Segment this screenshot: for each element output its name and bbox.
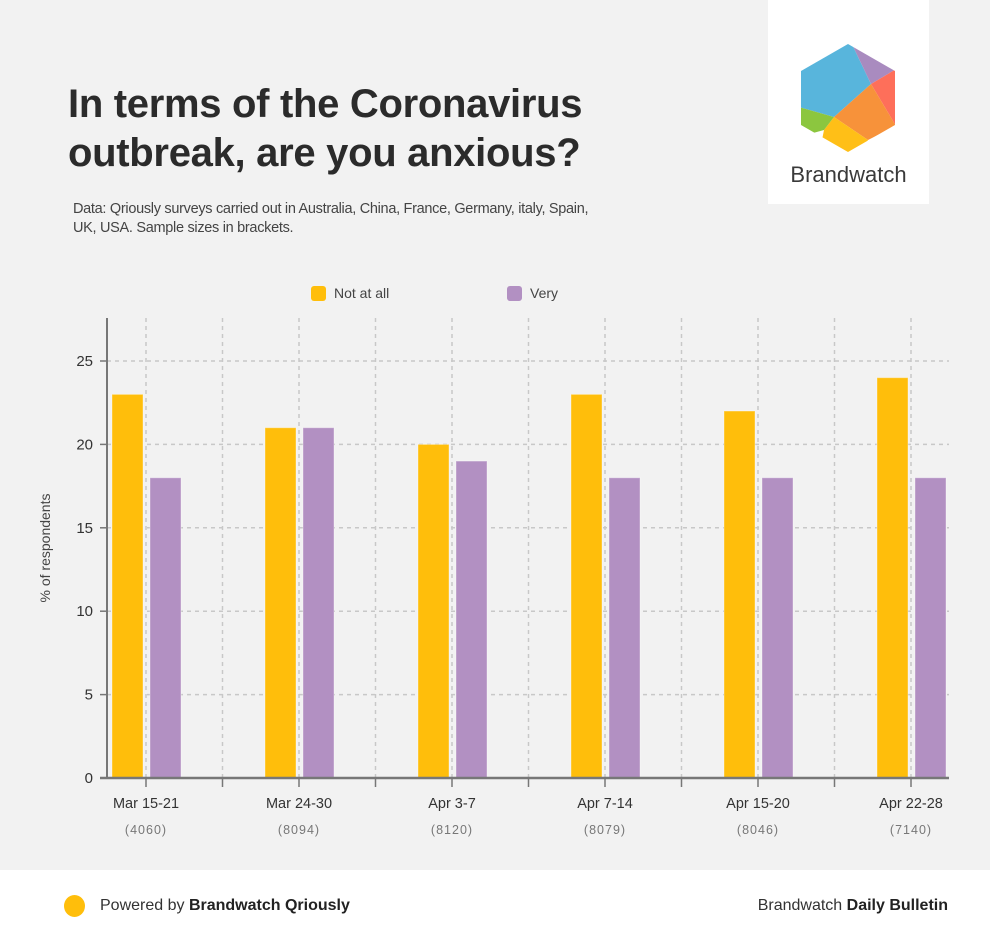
bar-very [455, 460, 488, 779]
bar-very [608, 477, 641, 779]
sample-size-label: (8046) [737, 823, 779, 837]
hexagon-logo-icon [801, 44, 895, 152]
sample-size-label: (7140) [890, 823, 932, 837]
bar-not-at-all [264, 427, 297, 779]
bar-very [302, 427, 335, 779]
bar-very [149, 477, 182, 779]
bar-chart: Not at all Very 0 5 10 15 20 25 Mar 15-21 (406… [37, 285, 949, 837]
footer-powered-by: Powered by Brandwatch Qriously [100, 897, 350, 915]
x-tick-label: Apr 15-20 [726, 796, 790, 812]
bar-not-at-all [723, 410, 756, 779]
sample-size-label: (8094) [278, 823, 320, 837]
x-tick-labels: Mar 15-21 (4060) Mar 24-30 (8094) Apr 3-7 (81… [113, 796, 943, 837]
legend-swatch-not-at-all [311, 286, 326, 301]
footer: Powered by Brandwatch Qriously Brandwatc… [0, 870, 990, 942]
bar-not-at-all [417, 443, 450, 779]
y-axis-label: % of respondents [37, 494, 53, 603]
footer-dot-icon [64, 895, 85, 917]
sample-size-label: (8120) [431, 823, 473, 837]
bar-very [761, 477, 794, 779]
y-tick-label: 0 [85, 770, 93, 787]
bar-not-at-all [111, 393, 144, 779]
legend-label-not-at-all: Not at all [334, 285, 389, 301]
axes [100, 318, 949, 787]
legend-label-very: Very [530, 285, 558, 301]
y-tick-label: 25 [76, 353, 93, 370]
y-tick-label: 10 [76, 603, 93, 620]
x-tick-label: Apr 7-14 [577, 796, 633, 812]
footer-powered-by-brand: Brandwatch Qriously [188, 897, 350, 914]
x-tick-label: Apr 3-7 [428, 796, 476, 812]
logo-segment-red [871, 62, 895, 150]
logo-segment-orange [834, 84, 895, 140]
bar-not-at-all [570, 393, 603, 779]
logo-wordmark: Brandwatch [790, 162, 907, 187]
x-tick-label: Mar 24-30 [266, 796, 332, 812]
bar-not-at-all [876, 377, 909, 779]
bars [111, 377, 947, 779]
y-tick-label: 5 [85, 687, 93, 704]
sample-size-label: (4060) [125, 823, 167, 837]
logo-segment-green [801, 104, 834, 140]
x-tick-label: Apr 22-28 [879, 796, 943, 812]
footer-publication-name: Daily Bulletin [846, 897, 948, 914]
y-tick-label: 20 [76, 436, 93, 453]
footer-publication: Brandwatch Daily Bulletin [758, 897, 948, 915]
y-tick-label: 15 [76, 520, 93, 537]
sample-size-label: (8079) [584, 823, 626, 837]
bar-very [914, 477, 947, 779]
legend: Not at all Very [311, 285, 558, 301]
chart-subtitle: Data: Qriously surveys carried out in Au… [73, 201, 589, 236]
legend-swatch-very [507, 286, 522, 301]
y-tick-labels: 0 5 10 15 20 25 [76, 353, 93, 787]
x-tick-label: Mar 15-21 [113, 796, 179, 812]
footer-powered-by-prefix: Powered by [100, 897, 189, 914]
chart-title: In terms of the Coronavirus outbreak, ar… [68, 82, 583, 175]
brandwatch-logo-card: Brandwatch [768, 0, 929, 204]
gridlines [107, 318, 949, 778]
footer-publication-prefix: Brandwatch [757, 897, 847, 914]
